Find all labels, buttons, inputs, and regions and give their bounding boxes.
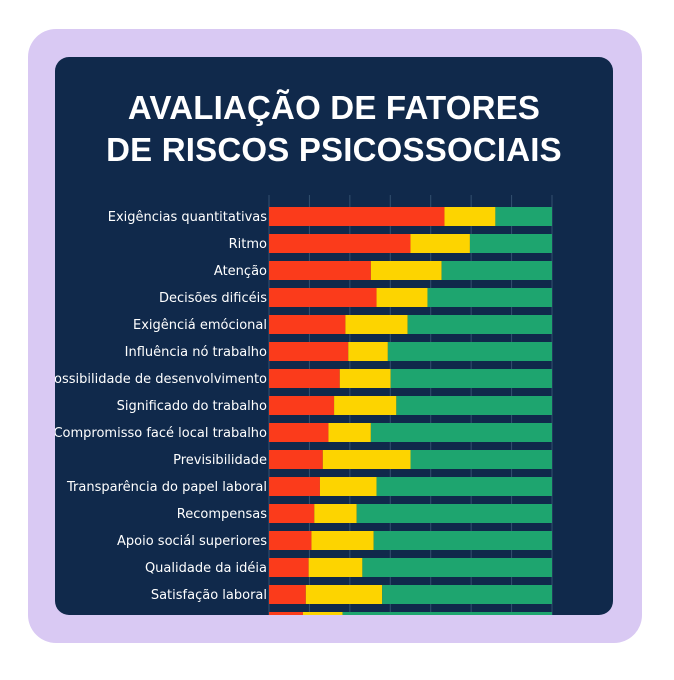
- bar-segment-7-2: [396, 396, 552, 415]
- category-label-13: Qualidade da idéia: [145, 561, 267, 576]
- category-label-0: Exigências quantitativas: [108, 210, 267, 225]
- bar-segment-5-2: [387, 342, 552, 361]
- bar-segment-3-0: [269, 288, 377, 307]
- bar-segment-4-1: [345, 315, 408, 334]
- category-label-14: Satisfação laboral: [151, 588, 267, 603]
- category-label-7: Significado do trabalho: [117, 399, 267, 414]
- category-label-8: Compromisso facé local trabalho: [55, 426, 267, 441]
- bar-segment-1-2: [469, 234, 552, 253]
- bar-segment-12-2: [373, 531, 552, 550]
- category-label-4: Exigênciá emócional: [133, 318, 267, 333]
- bar-segment-13-1: [308, 558, 363, 577]
- bar-segment-14-2: [382, 585, 552, 604]
- category-label-12: Apoio sociál superiores: [117, 534, 267, 549]
- bar-segment-11-1: [314, 504, 357, 523]
- bar-segment-4-0: [269, 315, 346, 334]
- bar-segment-3-1: [376, 288, 428, 307]
- bar-segment-13-0: [269, 558, 309, 577]
- bar-segment-10-2: [376, 477, 552, 496]
- bar-segment-15-0: [269, 612, 303, 615]
- bar-segment-7-1: [334, 396, 397, 415]
- category-label-5: Influência nó trabalho: [125, 345, 267, 360]
- bar-segment-8-0: [269, 423, 329, 442]
- category-label-6: Possibilidade de desenvolvimento: [55, 372, 267, 387]
- category-label-9: Previsibilidade: [173, 453, 267, 468]
- bar-segment-6-0: [269, 369, 340, 388]
- bar-segment-15-1: [302, 612, 343, 615]
- bar-segment-6-2: [390, 369, 552, 388]
- chart-card: AVALIAÇÃO DE FATORES DE RISCOS PSICOSSOC…: [55, 57, 613, 615]
- bar-segment-1-1: [410, 234, 470, 253]
- bar-segment-2-0: [269, 261, 371, 280]
- category-label-1: Ritmo: [229, 237, 267, 252]
- bar-segment-9-0: [269, 450, 323, 469]
- category-label-11: Recompensas: [177, 507, 267, 522]
- bar-segment-13-2: [362, 558, 552, 577]
- bar-segment-6-1: [339, 369, 391, 388]
- bar-segment-11-2: [356, 504, 552, 523]
- bar-segment-14-0: [269, 585, 306, 604]
- bar-segment-11-0: [269, 504, 315, 523]
- bar-segment-2-1: [370, 261, 442, 280]
- bar-segment-2-2: [441, 261, 552, 280]
- chart-title: AVALIAÇÃO DE FATORES DE RISCOS PSICOSSOC…: [55, 87, 613, 171]
- chart-title-line-2: DE RISCOS PSICOSSOCIAIS: [106, 131, 562, 168]
- bar-segment-3-2: [427, 288, 552, 307]
- stacked-bar-chart: Exigências quantitativas Ritmo Atenção Deci…: [55, 195, 553, 615]
- bar-segment-7-0: [269, 396, 335, 415]
- bar-segment-9-1: [322, 450, 411, 469]
- category-label-2: Atenção: [214, 264, 267, 279]
- bar-segment-0-0: [269, 207, 445, 226]
- bar-segment-5-1: [348, 342, 388, 361]
- category-label-3: Decisões dificéis: [159, 291, 267, 306]
- bar-segment-5-0: [269, 342, 349, 361]
- bar-segment-10-0: [269, 477, 320, 496]
- bar-segment-8-1: [328, 423, 371, 442]
- bar-segment-10-1: [319, 477, 377, 496]
- bar-segment-4-2: [407, 315, 552, 334]
- bar-segment-8-2: [370, 423, 552, 442]
- chart-title-line-1: AVALIAÇÃO DE FATORES: [127, 89, 541, 126]
- category-label-10: Transparência do papel laboral: [66, 480, 267, 495]
- bar-segment-1-0: [269, 234, 411, 253]
- bar-segment-0-1: [444, 207, 496, 226]
- bar-segment-14-1: [305, 585, 383, 604]
- bar-segment-9-2: [410, 450, 552, 469]
- bar-segment-12-0: [269, 531, 312, 550]
- bar-segment-15-2: [342, 612, 552, 615]
- bar-segment-12-1: [311, 531, 374, 550]
- bar-segment-0-2: [495, 207, 552, 226]
